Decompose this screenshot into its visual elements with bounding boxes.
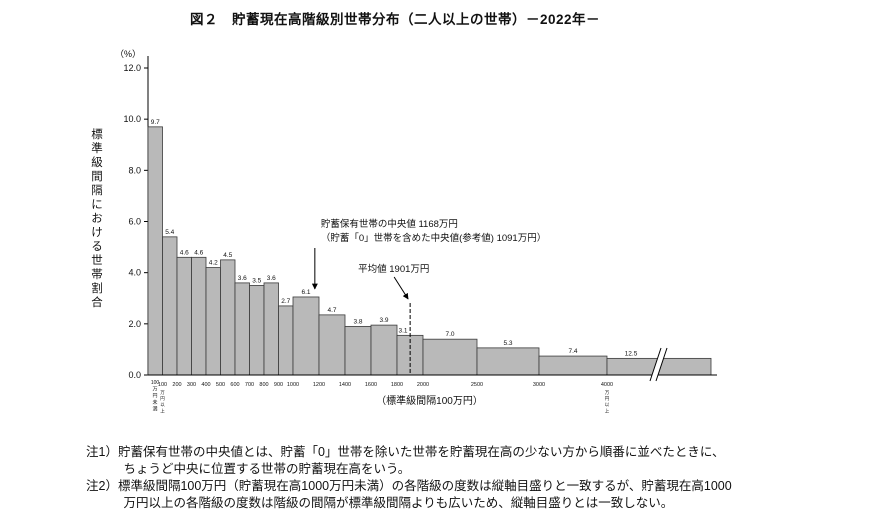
x-boundary-suffix-label: 以 <box>160 402 165 407</box>
bar-value-label: 5.3 <box>503 340 512 347</box>
x-boundary-suffix-label: 万 <box>605 390 610 396</box>
footnote-1-line-1: 注1）貯蓄保有世帯の中央値とは、貯蓄「0」世帯を除いた世帯を貯蓄現在高の少ない方… <box>86 445 725 459</box>
x-first-class-label: 100 <box>151 380 160 386</box>
y-tick-label: 10.0 <box>123 114 141 124</box>
x-tick-label: 1800 <box>391 382 403 388</box>
y-tick-label: 12.0 <box>123 63 141 73</box>
x-tick-label: 300 <box>187 382 196 388</box>
footnote-1-line-2: ちょうど中央に位置する世帯の貯蓄現在高をいう。 <box>86 462 411 476</box>
histogram-bar <box>292 296 320 376</box>
histogram-bar <box>263 282 279 376</box>
mean-arrow <box>393 276 409 300</box>
axis-break-slash <box>649 347 662 382</box>
bar-value-label: 3.8 <box>353 318 362 325</box>
median-annotation-line-2: （貯蓄「0」世帯を含めた中央値(参考値) 1091万円） <box>321 232 546 244</box>
histogram-bar <box>278 305 294 376</box>
x-tick-label: 2500 <box>471 382 483 388</box>
x-tick-label: 4000 <box>601 382 613 388</box>
y-axis-title: 標準級間隔における世帯割合 <box>91 129 103 310</box>
median-annotation-line-1: 貯蓄保有世帯の中央値 1168万円 <box>321 218 458 230</box>
bar-value-label: 3.5 <box>252 277 261 284</box>
bar-value-label: 6.1 <box>301 289 310 296</box>
y-tick-label: 0.0 <box>128 370 141 380</box>
x-tick-label: 100 <box>158 382 167 388</box>
savings-distribution-histogram: 0.0 2.0 4.0 6.0 8.0 10.0 12.0 （%） 9.7 5.4 4.6 4.6 4.… <box>115 49 717 413</box>
bar-value-label: 5.4 <box>165 229 174 236</box>
histogram-bar <box>318 314 346 376</box>
y-tick-label: 4.0 <box>128 268 141 278</box>
footnote-2-line-1: 注2）標準級間隔100万円（貯蓄現在高1000万円未満）の各階級の度数は縦軸目盛… <box>86 479 732 493</box>
x-axis-unit-note: （標準級間隔100万円） <box>376 394 483 407</box>
bar-value-label: 4.6 <box>180 249 189 256</box>
page-title: 図２ 貯蓄現在高階級別世帯分布（二人以上の世帯）－2022年－ <box>189 12 601 27</box>
bar-value-label: 4.6 <box>194 249 203 256</box>
x-tick-label: 3000 <box>533 382 545 388</box>
x-tick-label: 400 <box>201 382 210 388</box>
x-first-class-label: 万 <box>152 387 157 393</box>
bar-value-label: 9.7 <box>151 119 160 126</box>
x-tick-label: 800 <box>259 382 268 388</box>
x-tick-label: 1000 <box>287 382 299 388</box>
x-boundary-suffix-label: 万 <box>160 390 165 396</box>
histogram-bar <box>191 256 207 376</box>
y-axis-unit: （%） <box>115 49 141 59</box>
histogram-bar <box>370 324 398 376</box>
x-boundary-suffix-label: 上 <box>160 407 165 413</box>
x-tick-label: 500 <box>216 382 225 388</box>
x-tick-label: 200 <box>172 382 181 388</box>
histogram-bar <box>176 256 192 376</box>
x-tick-label: 1200 <box>313 382 325 388</box>
histogram-bar <box>220 259 236 376</box>
x-tick-label: 1400 <box>339 382 351 388</box>
bar-value-label: 4.2 <box>209 260 218 267</box>
x-boundary-suffix-label: 円 <box>160 396 165 402</box>
histogram-bar <box>205 267 221 376</box>
x-tick-label: 900 <box>274 382 283 388</box>
histogram-bar <box>162 236 178 376</box>
x-boundary-suffix-label: 上 <box>605 407 610 413</box>
x-tick-label: 1600 <box>365 382 377 388</box>
x-first-class-label: 満 <box>152 405 157 412</box>
footnote-2-line-2: 万円以上の各階級の度数は階級の間隔が標準級間隔よりも広いため、縦軸目盛りとは一致… <box>86 496 674 510</box>
x-tick-label: 700 <box>245 382 254 388</box>
y-tick-label: 2.0 <box>128 319 141 329</box>
x-first-class-label: 円 <box>152 393 157 399</box>
histogram-bar <box>249 285 265 376</box>
histogram-bar <box>476 347 540 376</box>
histogram-bar <box>422 338 478 376</box>
bar-value-label: 3.6 <box>238 275 247 282</box>
bar-value-label: 7.4 <box>568 348 577 355</box>
bar-value-label: 3.9 <box>379 317 388 324</box>
bar-value-label: 2.7 <box>281 298 290 305</box>
bar-value-label: 3.1 <box>398 327 407 334</box>
bar-value-label: 7.0 <box>445 331 454 338</box>
histogram-bar <box>538 355 608 376</box>
axis-break-slash <box>655 347 668 382</box>
x-boundary-suffix-label: 以 <box>605 402 610 407</box>
bar-value-label: 4.5 <box>223 252 232 259</box>
x-boundary-suffix-label: 円 <box>605 396 610 402</box>
histogram-bar <box>234 282 250 376</box>
x-first-class-label: 未 <box>152 399 157 406</box>
bar-value-label: 4.7 <box>327 307 336 314</box>
axis-break-gap <box>650 347 667 382</box>
bar-value-label: 3.6 <box>267 275 276 282</box>
histogram-bar <box>344 325 372 376</box>
mean-annotation: 平均値 1901万円 <box>358 263 429 275</box>
footnotes: 注1）貯蓄保有世帯の中央値とは、貯蓄「0」世帯を除いた世帯を貯蓄現在高の少ない方… <box>86 444 732 512</box>
bar-value-label: 12.5 <box>625 350 638 357</box>
x-tick-label: 2000 <box>417 382 429 388</box>
y-tick-label: 6.0 <box>128 217 141 227</box>
x-tick-label: 600 <box>230 382 239 388</box>
histogram-bar <box>147 126 163 376</box>
y-tick-label: 8.0 <box>128 165 141 175</box>
